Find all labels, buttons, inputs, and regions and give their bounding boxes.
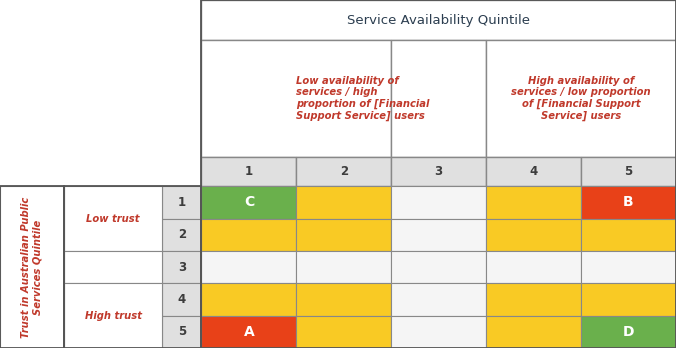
Bar xyxy=(296,251,391,283)
Bar xyxy=(581,186,676,219)
Bar xyxy=(201,219,296,251)
Bar xyxy=(201,40,391,157)
Bar xyxy=(486,283,581,316)
Bar xyxy=(486,251,581,283)
Bar xyxy=(296,157,391,186)
Bar xyxy=(581,157,676,186)
Bar xyxy=(581,283,676,316)
Bar xyxy=(201,0,676,348)
Bar xyxy=(581,251,676,283)
Bar xyxy=(391,186,486,219)
Text: 4: 4 xyxy=(178,293,186,306)
Bar xyxy=(64,186,162,251)
Text: 1: 1 xyxy=(245,165,253,178)
Text: A: A xyxy=(243,325,254,339)
Bar xyxy=(391,283,486,316)
Bar xyxy=(486,316,581,348)
Bar xyxy=(64,283,162,348)
Text: C: C xyxy=(244,195,254,209)
Bar xyxy=(391,251,486,283)
Text: 5: 5 xyxy=(178,325,186,338)
Text: 3: 3 xyxy=(178,261,186,274)
Text: D: D xyxy=(623,325,634,339)
Text: Service Availability Quintile: Service Availability Quintile xyxy=(347,14,530,26)
Bar xyxy=(391,40,486,157)
Bar xyxy=(581,219,676,251)
Bar xyxy=(0,186,64,348)
Bar xyxy=(581,316,676,348)
Text: 2: 2 xyxy=(178,228,186,241)
Bar xyxy=(486,40,676,157)
Text: High trust: High trust xyxy=(84,311,142,321)
Bar xyxy=(296,219,391,251)
Bar xyxy=(391,219,486,251)
Text: High availability of
services / low proportion
of [Financial Support
Service] us: High availability of services / low prop… xyxy=(511,76,651,121)
Text: 1: 1 xyxy=(178,196,186,209)
Bar xyxy=(391,157,486,186)
Text: Low trust: Low trust xyxy=(87,214,140,223)
Text: B: B xyxy=(623,195,634,209)
Bar xyxy=(162,316,201,348)
Text: 3: 3 xyxy=(435,165,443,178)
Bar xyxy=(201,186,296,219)
Bar xyxy=(486,157,581,186)
Bar xyxy=(296,283,391,316)
Bar xyxy=(162,251,201,283)
Bar xyxy=(162,219,201,251)
Bar xyxy=(64,251,162,283)
Bar xyxy=(486,186,581,219)
Text: Trust in Australian Public
Services Quintile: Trust in Australian Public Services Quin… xyxy=(22,197,43,338)
Bar xyxy=(162,283,201,316)
Bar xyxy=(391,316,486,348)
Bar xyxy=(162,186,201,219)
Bar xyxy=(0,186,64,348)
Bar xyxy=(201,0,676,40)
Text: 5: 5 xyxy=(625,165,633,178)
Bar xyxy=(486,219,581,251)
Text: 2: 2 xyxy=(340,165,348,178)
Bar xyxy=(201,283,296,316)
Bar xyxy=(296,186,391,219)
Bar xyxy=(296,316,391,348)
Text: 4: 4 xyxy=(529,165,538,178)
Text: Low availability of
services / high
proportion of [Financial
Support Service] us: Low availability of services / high prop… xyxy=(296,76,430,121)
Bar xyxy=(201,251,296,283)
Bar xyxy=(201,157,296,186)
Bar xyxy=(64,186,201,348)
Bar xyxy=(201,316,296,348)
